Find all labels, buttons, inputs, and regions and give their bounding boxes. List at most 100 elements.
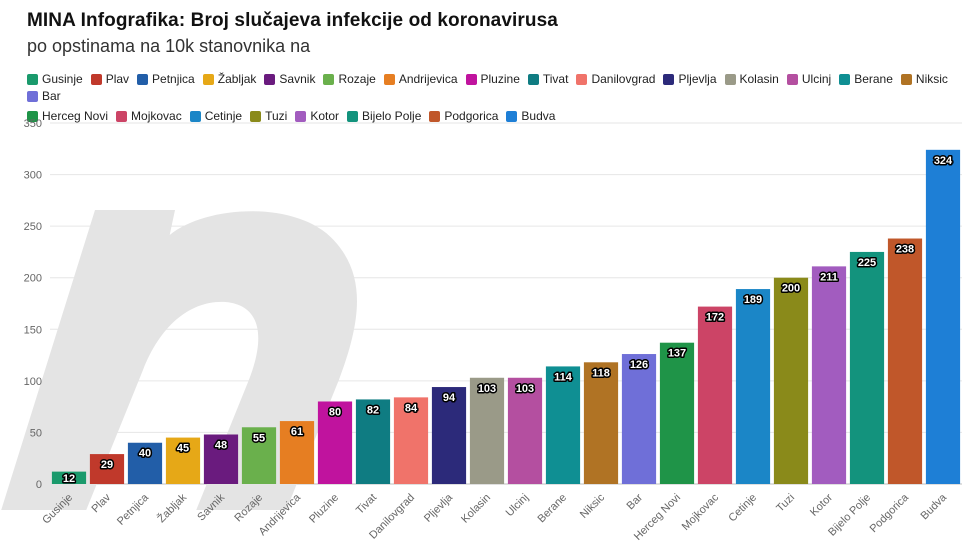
bar[interactable] [393, 397, 429, 484]
bar[interactable] [165, 437, 201, 484]
data-label: 211 [820, 271, 838, 283]
y-tick-label: 150 [24, 324, 42, 336]
bar[interactable] [925, 149, 961, 484]
legend-item[interactable]: Danilovgrad [576, 72, 655, 86]
data-label-outline: 238 [896, 244, 914, 256]
x-tick-label: Mojkovac [680, 491, 722, 533]
legend-item[interactable]: Herceg Novi [27, 109, 108, 123]
bar[interactable] [621, 354, 657, 484]
bar[interactable] [735, 289, 771, 484]
legend-swatch [527, 73, 539, 85]
data-label: 103 [516, 383, 534, 395]
legend-label: Andrijevica [398, 72, 458, 86]
legend-label: Kotor [310, 109, 339, 123]
legend-label: Žabljak [217, 72, 257, 86]
legend-item[interactable]: Savnik [264, 72, 315, 86]
data-label-outline: 29 [101, 459, 113, 471]
bar[interactable] [849, 251, 885, 484]
legend-item[interactable]: Cetinje [189, 109, 242, 123]
y-tick-label: 300 [24, 170, 42, 182]
legend-item[interactable]: Tuzi [250, 109, 287, 123]
data-label: 118 [592, 367, 610, 379]
legend-label: Gusinje [42, 72, 83, 86]
bar[interactable] [127, 442, 163, 484]
data-label-outline: 189 [744, 294, 762, 306]
legend-swatch [137, 73, 149, 85]
x-tick-label: Bar [625, 491, 646, 512]
legend-item[interactable]: Kotor [295, 109, 339, 123]
bar[interactable] [317, 401, 353, 484]
bar[interactable] [469, 377, 505, 484]
legend-item[interactable]: Mojkovac [116, 109, 182, 123]
legend-item[interactable]: Plav [90, 72, 129, 86]
legend-item[interactable]: Gusinje [27, 72, 83, 86]
bar[interactable] [507, 377, 543, 484]
legend-label: Ulcinj [801, 72, 832, 86]
bar[interactable] [811, 266, 847, 484]
legend-item[interactable]: Rozaje [323, 72, 376, 86]
data-label-outline: 80 [329, 406, 341, 418]
legend-label: Pluzine [480, 72, 520, 86]
x-tick-label: Plav [89, 491, 113, 515]
data-label-outline: 211 [820, 271, 838, 283]
bar[interactable] [203, 434, 239, 484]
legend-item[interactable]: Žabljak [202, 72, 257, 86]
x-tick-label: Pluzine [307, 492, 341, 526]
chart-subtitle: po opstinama na 10k stanovnika na [27, 36, 311, 56]
legend-swatch [323, 73, 335, 85]
legend-item[interactable]: Niksic [900, 72, 948, 86]
legend-label: Bar [42, 89, 61, 103]
legend-label: Rozaje [338, 72, 376, 86]
bar[interactable] [697, 306, 733, 484]
chart-legend: Gusinje Plav Petnjica Žabljak Savnik Rozaje An… [27, 72, 967, 123]
bar[interactable] [279, 421, 315, 484]
legend-item[interactable]: Petnjica [137, 72, 195, 86]
data-label: 29 [101, 459, 113, 471]
data-label: 200 [782, 283, 800, 295]
legend-item[interactable]: Bar [27, 89, 61, 103]
data-label-outline: 200 [782, 283, 800, 295]
legend-item[interactable]: Berane [839, 72, 893, 86]
legend-item[interactable]: Ulcinj [786, 72, 832, 86]
bar[interactable] [659, 342, 695, 484]
legend-label: Kolasin [739, 72, 779, 86]
data-label-outline: 82 [367, 404, 379, 416]
data-label: 94 [443, 392, 456, 404]
bar[interactable] [545, 366, 581, 484]
legend-item[interactable]: Bijelo Polje [347, 109, 421, 123]
legend-item[interactable]: Kolasin [724, 72, 779, 86]
legend-item[interactable]: Pluzine [465, 72, 520, 86]
data-label: 55 [253, 432, 265, 444]
bar[interactable] [51, 471, 87, 484]
bar[interactable] [241, 427, 277, 484]
data-label: 126 [630, 359, 648, 371]
x-tick-label: Podgorica [868, 491, 912, 535]
data-label-outline: 40 [139, 448, 151, 460]
data-label: 12 [63, 473, 75, 485]
bar[interactable] [355, 399, 391, 484]
legend-item[interactable]: Andrijevica [383, 72, 458, 86]
legend-swatch [27, 73, 38, 85]
legend-item[interactable]: Pljevlja [663, 72, 717, 86]
bar[interactable] [773, 277, 809, 484]
legend-item[interactable]: Tivat [527, 72, 568, 86]
legend-swatch [724, 73, 736, 85]
bar[interactable] [89, 454, 125, 484]
legend-swatch [90, 73, 102, 85]
bar[interactable] [887, 238, 923, 484]
legend-swatch [189, 110, 201, 122]
data-label: 82 [367, 404, 379, 416]
x-tick-label: Pljevlja [422, 491, 456, 525]
legend-item[interactable]: Budva [506, 109, 555, 123]
bar[interactable] [583, 362, 619, 484]
data-label: 48 [215, 439, 227, 451]
bar[interactable] [431, 387, 467, 484]
legend-item[interactable]: Podgorica [429, 109, 498, 123]
legend-swatch [116, 110, 128, 122]
data-label-outline: 45 [177, 443, 189, 455]
legend-swatch [786, 73, 798, 85]
legend-swatch [429, 110, 441, 122]
data-label: 80 [329, 406, 341, 418]
legend-swatch [663, 73, 675, 85]
data-label: 45 [177, 443, 189, 455]
